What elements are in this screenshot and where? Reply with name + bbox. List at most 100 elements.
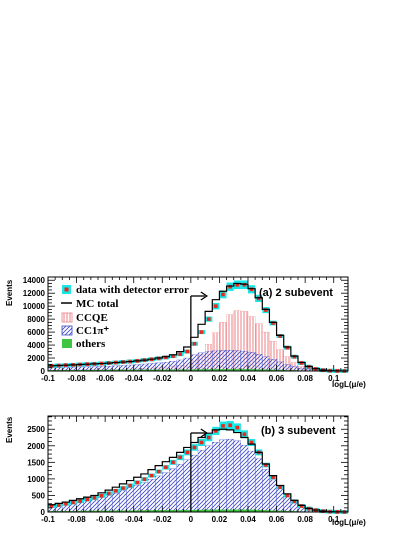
data-point: [250, 288, 254, 292]
legend-others-swatch: [62, 339, 72, 348]
b-cc1pi-bar: [84, 501, 91, 512]
y-tick-label: 4000: [27, 341, 45, 350]
x-tick-label: -0.08: [67, 374, 86, 383]
a-cc1pi-bar: [234, 351, 241, 371]
a-cc1pi-bar: [184, 358, 191, 371]
panel-a-xlabel: logL(μ/e): [332, 380, 366, 389]
legend-cc1pi-swatch: [62, 326, 72, 335]
b-cc1pi-bar: [62, 505, 69, 512]
data-point: [185, 350, 189, 354]
legend-mc-text: MC total: [76, 298, 118, 310]
data-point: [221, 293, 225, 297]
data-point: [235, 426, 239, 430]
data-point: [221, 424, 225, 428]
data-point: [178, 352, 182, 356]
data-point: [128, 484, 132, 488]
data-point: [207, 436, 211, 440]
x-tick-label: 0.06: [269, 374, 285, 383]
a-cc1pi-bar: [198, 353, 205, 371]
b-cc1pi-bar: [112, 493, 119, 512]
x-tick-label: -0.02: [153, 515, 172, 524]
legend-ccqe-text: CCQE: [76, 312, 108, 324]
b-cc1pi-bar: [191, 455, 198, 512]
data-point: [135, 481, 139, 485]
data-point: [78, 499, 82, 503]
b-cc1pi-bar: [169, 469, 176, 512]
b-cc1pi-bar: [198, 450, 205, 512]
legend-data-text: data with detector error: [76, 284, 189, 296]
y-tick-label: 2000: [27, 354, 45, 363]
data-point: [164, 356, 168, 360]
y-tick-label: 1500: [27, 458, 45, 467]
x-tick-label: 0: [189, 374, 194, 383]
data-point: [85, 498, 89, 502]
a-cc1pi-bar: [191, 355, 198, 371]
b-cc1pi-bar: [91, 499, 98, 512]
a-cc1pi-bar: [248, 352, 255, 371]
b-cc1pi-bar: [227, 439, 234, 512]
legend-cc1pi-text: CC1π⁺: [76, 325, 109, 337]
b-cc1pi-bar: [119, 490, 126, 512]
data-point: [164, 466, 168, 470]
x-tick-label: -0.08: [67, 515, 86, 524]
y-tick-label: 1000: [27, 475, 45, 484]
a-cc1pi-bar: [212, 351, 219, 371]
b-cc1pi-bar: [284, 496, 291, 512]
x-tick-label: -0.06: [96, 374, 115, 383]
b-cc1pi-bar: [277, 489, 284, 512]
b-cc1pi-bar: [262, 469, 269, 512]
a-cc1pi-bar: [227, 350, 234, 371]
data-point: [107, 492, 111, 496]
data-point: [193, 342, 197, 346]
b-cc1pi-bar: [134, 485, 141, 512]
legend-ccqe-swatch: [62, 313, 72, 322]
data-point: [93, 496, 97, 500]
data-point: [243, 432, 247, 436]
b-cc1pi-bar: [141, 483, 148, 512]
legend-others-text: others: [76, 338, 106, 350]
b-cc1pi-bar: [162, 473, 169, 512]
x-tick-label: 0.04: [240, 374, 256, 383]
panel-b-label: (b) 3 subevent: [261, 425, 336, 437]
a-cc1pi-bar: [205, 352, 212, 371]
panel-a-ylabel: Events: [5, 279, 14, 306]
b-cc1pi-bar: [98, 497, 105, 512]
y-tick-label: 2000: [27, 442, 45, 451]
a-cc1pi-bar: [277, 362, 284, 371]
b-cc1pi-bar: [205, 446, 212, 512]
b-cc1pi-bar: [255, 459, 262, 512]
x-tick-label: -0.06: [96, 515, 115, 524]
x-tick-label: 0.08: [297, 515, 313, 524]
x-tick-label: 0: [189, 515, 194, 524]
b-cc1pi-bar: [248, 451, 255, 512]
data-point: [200, 441, 204, 445]
x-tick-label: 0.02: [212, 515, 228, 524]
legend: data with detector error MC total CCQE C…: [61, 284, 189, 350]
data-point: [171, 461, 175, 465]
y-tick-label: 0: [41, 508, 46, 517]
data-point: [71, 501, 75, 505]
data-point: [278, 334, 282, 338]
panel-b-xlabel: logL(μ/e): [332, 518, 366, 527]
data-point: [293, 355, 297, 359]
data-point: [228, 285, 232, 289]
x-tick-label: 0.04: [240, 515, 256, 524]
data-point: [150, 474, 154, 478]
y-tick-label: 10000: [23, 302, 46, 311]
x-tick-label: 0.08: [297, 374, 313, 383]
y-tick-label: 2500: [27, 425, 45, 434]
data-point: [185, 451, 189, 455]
b-cc1pi-bar: [291, 502, 298, 512]
b-cc1pi-bar: [69, 503, 76, 512]
b-cc1pi-bar: [177, 464, 184, 512]
y-tick-label: 0: [41, 367, 46, 376]
a-cc1pi-bar: [262, 357, 269, 371]
data-point: [207, 317, 211, 321]
data-point: [157, 470, 161, 474]
b-cc1pi-bar: [241, 445, 248, 512]
b-cc1pi-bar: [269, 480, 276, 512]
